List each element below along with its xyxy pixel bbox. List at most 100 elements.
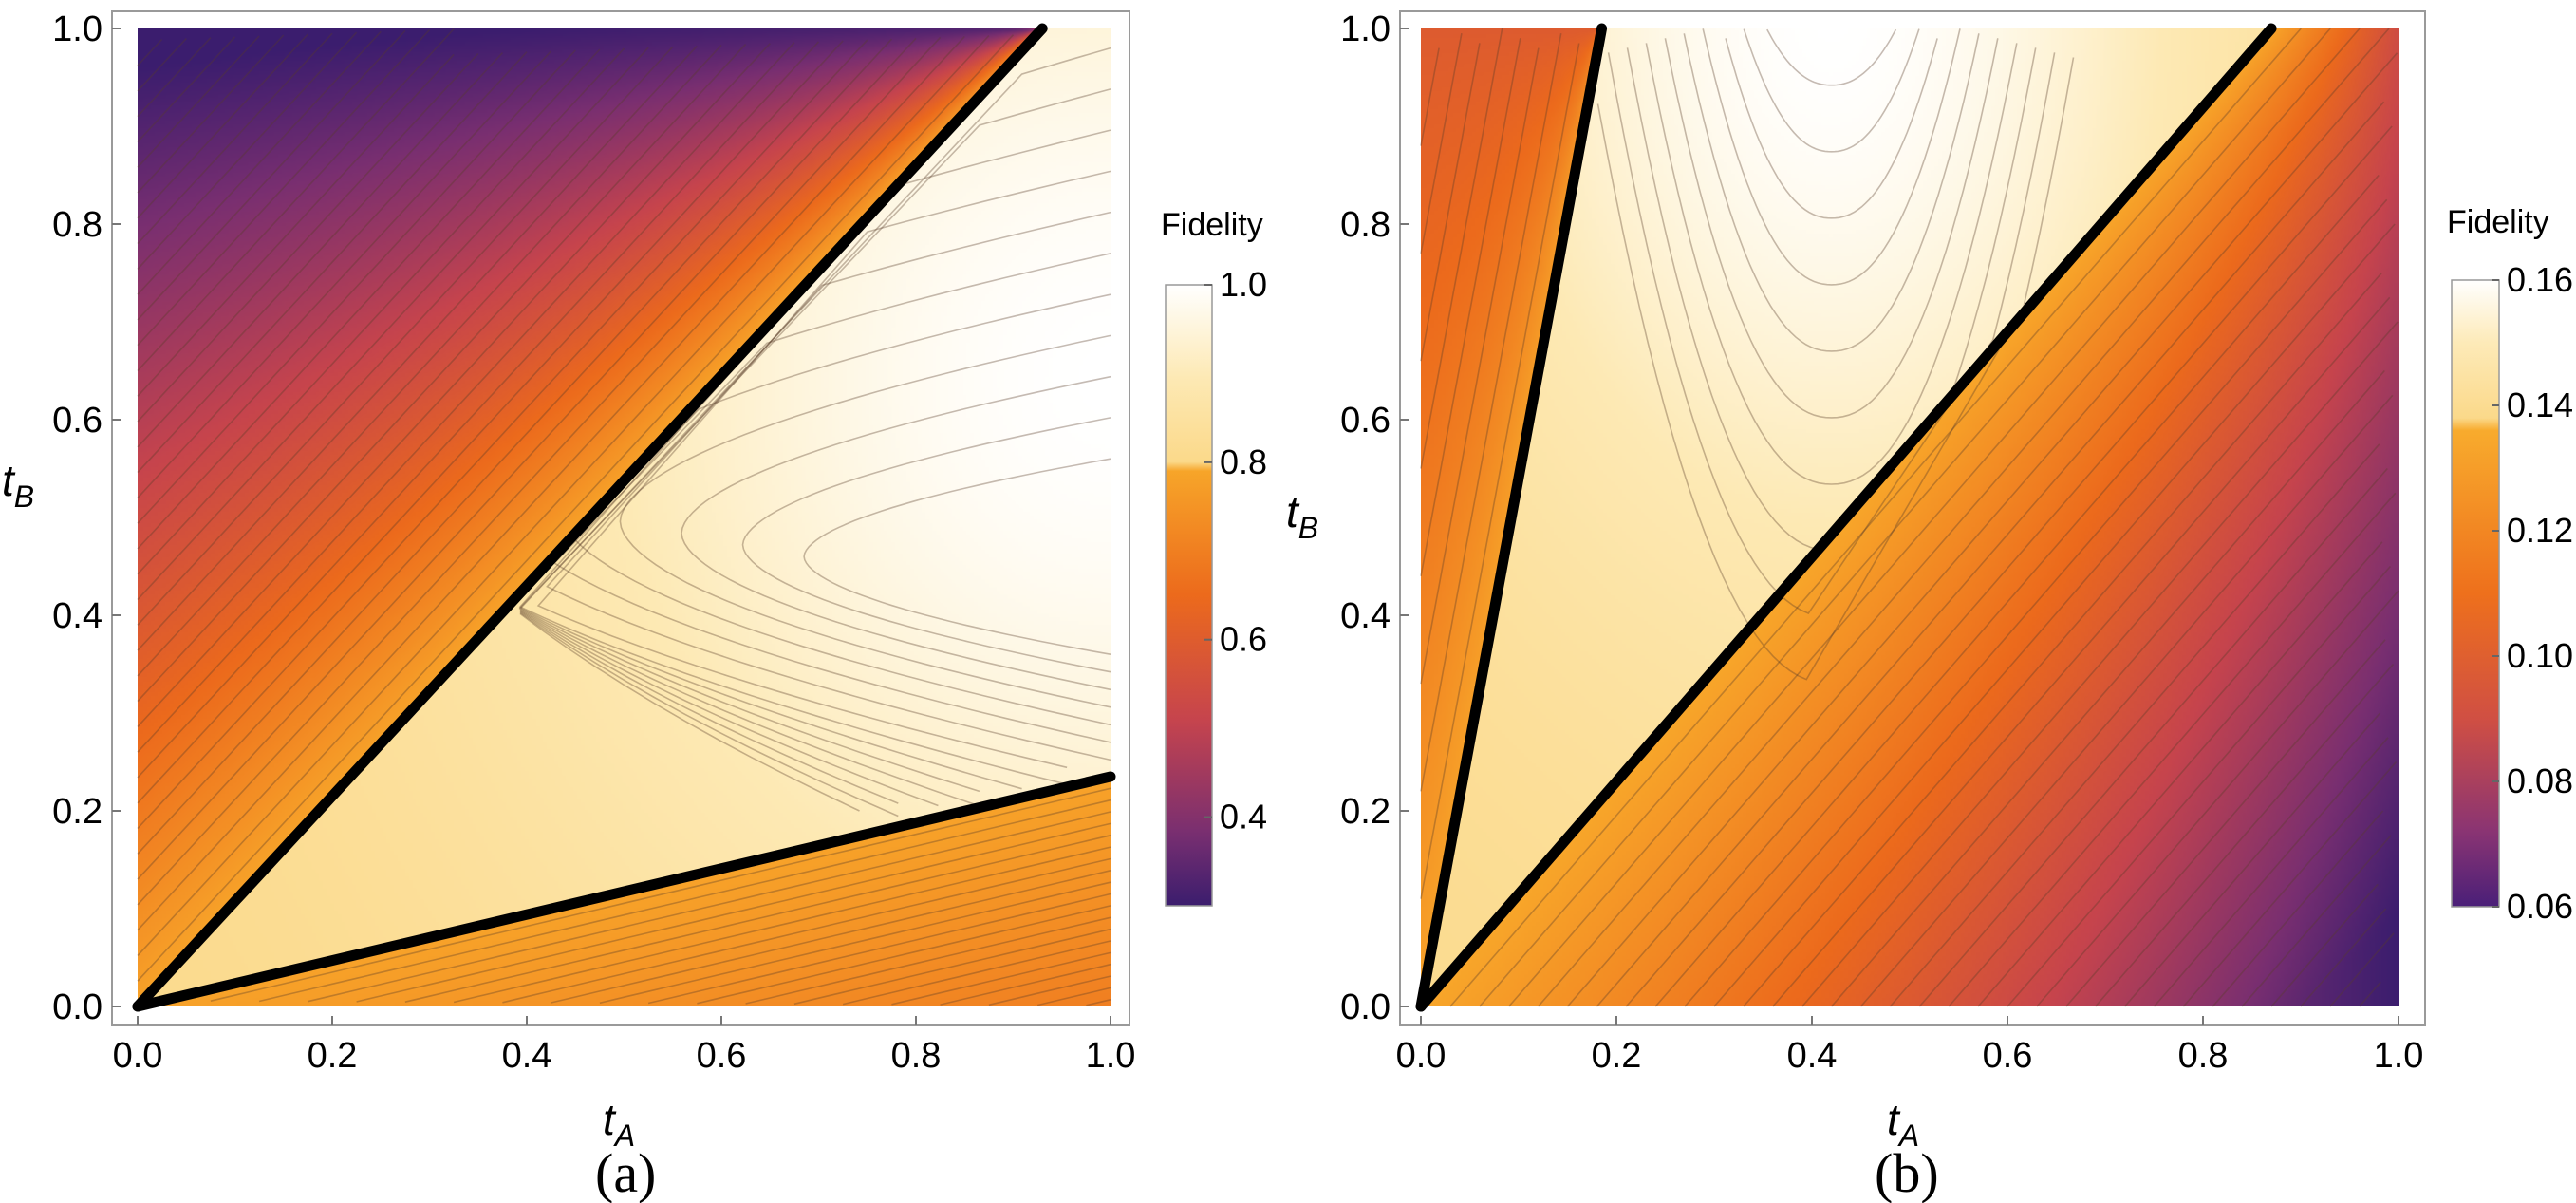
contour-line: [137, 28, 431, 347]
contour-line: [137, 35, 260, 168]
contour-line: [137, 47, 649, 601]
contour-line: [2359, 981, 2381, 1007]
contour-line: [552, 253, 1111, 743]
contour-line: [745, 916, 1111, 1005]
contour-line: [1596, 57, 2075, 681]
contour-line: [137, 36, 236, 143]
contours-b: [1420, 28, 2399, 1007]
contour-line: [137, 41, 820, 779]
colorbar-tick-label: 0.08: [2507, 761, 2573, 800]
contour-line: [1948, 492, 2397, 1007]
contour-line: [842, 940, 1111, 1006]
contour-line: [137, 47, 625, 575]
y-tick-label: 0.8: [52, 205, 103, 245]
contour-line: [1702, 28, 1961, 286]
contour-line: [137, 46, 674, 626]
contour-line: [1508, 28, 2361, 1007]
contour-line: [1645, 43, 2018, 485]
contour-line: [2007, 565, 2392, 1007]
contour-line: [137, 39, 868, 830]
contour-line: [1420, 47, 1440, 146]
contour-line: [137, 40, 844, 804]
contour-line: [137, 43, 771, 727]
contour-line: [137, 30, 382, 295]
x-tick-label: 0.0: [113, 1036, 163, 1076]
contour-line: [2212, 810, 2384, 1007]
panel-caption-a: (a): [595, 1142, 656, 1203]
contour-line: [2329, 932, 2395, 1007]
contour-line: [2095, 663, 2395, 1007]
contour-line: [519, 610, 939, 807]
y-ticks-a: 0.0 0.2 0.4 0.6 0.8 1.0: [52, 9, 121, 1027]
contour-line: [453, 846, 1111, 1004]
contour-line: [619, 334, 1111, 708]
contour-line: [137, 37, 917, 880]
contour-line: [1684, 198, 2388, 1007]
x-tick-label: 0.8: [891, 1036, 942, 1076]
contour-line: [2123, 712, 2381, 1007]
contour-line: [137, 28, 455, 372]
contour-line: [1479, 28, 2331, 1007]
contour-line: [258, 799, 1111, 1003]
heatmap-b: [1421, 28, 2399, 1006]
y-ticks-b: 0.0 0.2 0.4 0.6 0.8 1.0: [1340, 9, 1409, 1027]
contour-line: [137, 31, 358, 270]
contour-line: [2036, 590, 2399, 1007]
x-tick-label: 0.6: [1983, 1036, 2033, 1076]
contour-line: [1654, 174, 2380, 1007]
contour-line: [793, 928, 1111, 1006]
colorbar-tick-label: 0.12: [2507, 511, 2573, 550]
x-tick-label: 0.4: [1787, 1036, 1838, 1076]
contour-line: [137, 44, 747, 703]
contour-line: [1607, 52, 2056, 615]
y-tick-label: 0.2: [1340, 792, 1391, 832]
contour-line: [519, 611, 899, 804]
boundary-line-a-1: [132, 23, 1048, 1012]
contour-line: [137, 33, 308, 219]
contour-line: [308, 811, 1111, 1003]
y-tick-label: 0.0: [1340, 987, 1391, 1027]
contour-line: [519, 611, 899, 818]
contour-line: [2270, 883, 2379, 1007]
panel-b: 0.0 0.2 0.4 0.6 0.8 1.0 0.0 0.2 0.4 0.6 0.8 1.0 tA…: [1286, 9, 2573, 1203]
contour-line: [1036, 987, 1111, 1006]
contour-line: [599, 881, 1111, 1005]
contour-line: [1772, 296, 2391, 1007]
contour-line: [572, 293, 1111, 726]
contour-line: [1420, 43, 1481, 362]
contour-line: [1420, 43, 1580, 899]
contour-line: [137, 35, 990, 956]
colorbar-tick-label: 0.4: [1220, 798, 1267, 836]
contour-line: [137, 34, 285, 194]
contour-line: [137, 49, 576, 524]
contour-line: [1743, 28, 1920, 153]
y-tick-label: 0.6: [1340, 401, 1391, 441]
boundary-line-b-1: [1415, 23, 1608, 1012]
contour-line: [741, 417, 1111, 673]
contour-line: [1743, 272, 2382, 1007]
contour-line: [1626, 47, 2037, 551]
y-axis-label-a: tB: [2, 456, 34, 514]
y-tick-label: 0.2: [52, 792, 103, 832]
contour-line: [518, 47, 1111, 793]
contour-line: [546, 211, 1111, 761]
contour-line: [1420, 28, 1503, 469]
contour-line: [137, 37, 212, 118]
contour-line: [1889, 443, 2380, 1007]
contour-line: [137, 35, 965, 931]
panel-a: 0.0 0.2 0.4 0.6 0.8 1.0 0.0 0.2 0.4 0.6 0.8 1.0 tA…: [2, 9, 1267, 1203]
x-tick-label: 0.8: [2178, 1036, 2229, 1076]
contour-line: [681, 375, 1111, 691]
colorbar-tick-label: 0.8: [1220, 442, 1267, 481]
colorbar-tick-label: 0.6: [1220, 620, 1267, 659]
contour-line: [1664, 38, 1999, 419]
contour-line: [803, 458, 1111, 655]
contour-line: [1859, 394, 2394, 1007]
x-tick-label: 0.0: [1396, 1036, 1447, 1076]
contour-line: [1449, 28, 2302, 1007]
contour-line: [137, 53, 455, 397]
contour-line: [1918, 467, 2388, 1007]
contour-line: [536, 170, 1111, 769]
contour-line: [1766, 28, 1897, 86]
contour-line: [137, 38, 892, 855]
